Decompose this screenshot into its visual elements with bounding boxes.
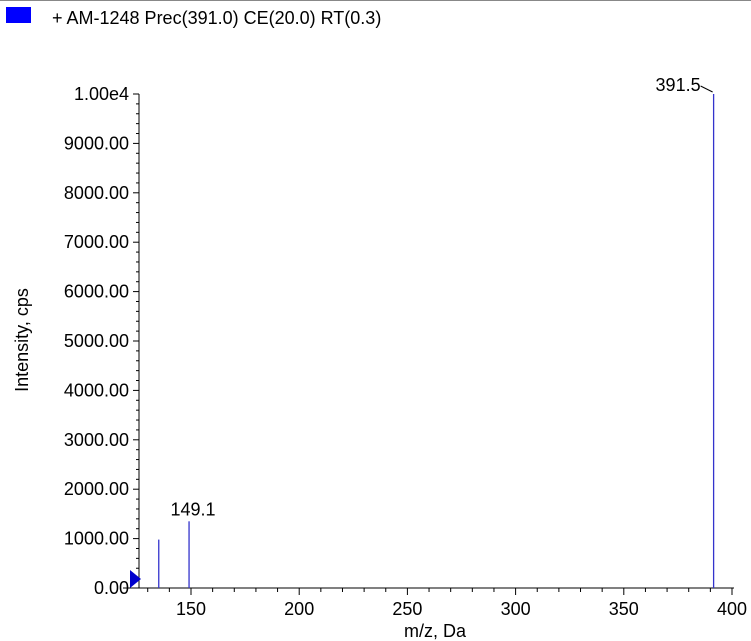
y-axis-title: Intensity, cps	[12, 288, 32, 392]
x-tick-label: 250	[392, 599, 422, 619]
y-tick-label: 5000.00	[64, 331, 129, 351]
y-tick-label: 2000.00	[64, 479, 129, 499]
y-tick-label: 8000.00	[64, 183, 129, 203]
peak-label-leader	[700, 85, 713, 93]
y-tick-label: 3000.00	[64, 430, 129, 450]
y-tick-label: 0.00	[94, 578, 129, 598]
y-tick-label: 9000.00	[64, 133, 129, 153]
y-tick-label: 7000.00	[64, 232, 129, 252]
peaks: 149.1 391.5	[158, 75, 715, 588]
y-ticks: 0.00 1000.00 2000.00 3000.00 4000.00 5000.00 6…	[64, 84, 139, 598]
x-tick-label: 300	[501, 599, 531, 619]
legend-swatch	[6, 7, 31, 23]
x-tick-label: 200	[284, 599, 314, 619]
y-tick-label: 1.00e4	[74, 84, 129, 104]
x-tick-label: 400	[717, 599, 747, 619]
peak-label: 149.1	[171, 499, 216, 519]
x-tick-label: 350	[609, 599, 639, 619]
legend-label: + AM-1248 Prec(391.0) CE(20.0) RT(0.3)	[52, 8, 381, 28]
y-tick-label: 6000.00	[64, 282, 129, 302]
y-tick-label: 1000.00	[64, 529, 129, 549]
x-axis-title: m/z, Da	[404, 621, 467, 641]
origin-marker-icon[interactable]	[130, 570, 141, 588]
x-ticks: 150 200 250 300 350 400	[147, 588, 747, 619]
y-tick-label: 4000.00	[64, 380, 129, 400]
x-tick-label: 150	[176, 599, 206, 619]
peak-label: 391.5	[656, 75, 701, 95]
